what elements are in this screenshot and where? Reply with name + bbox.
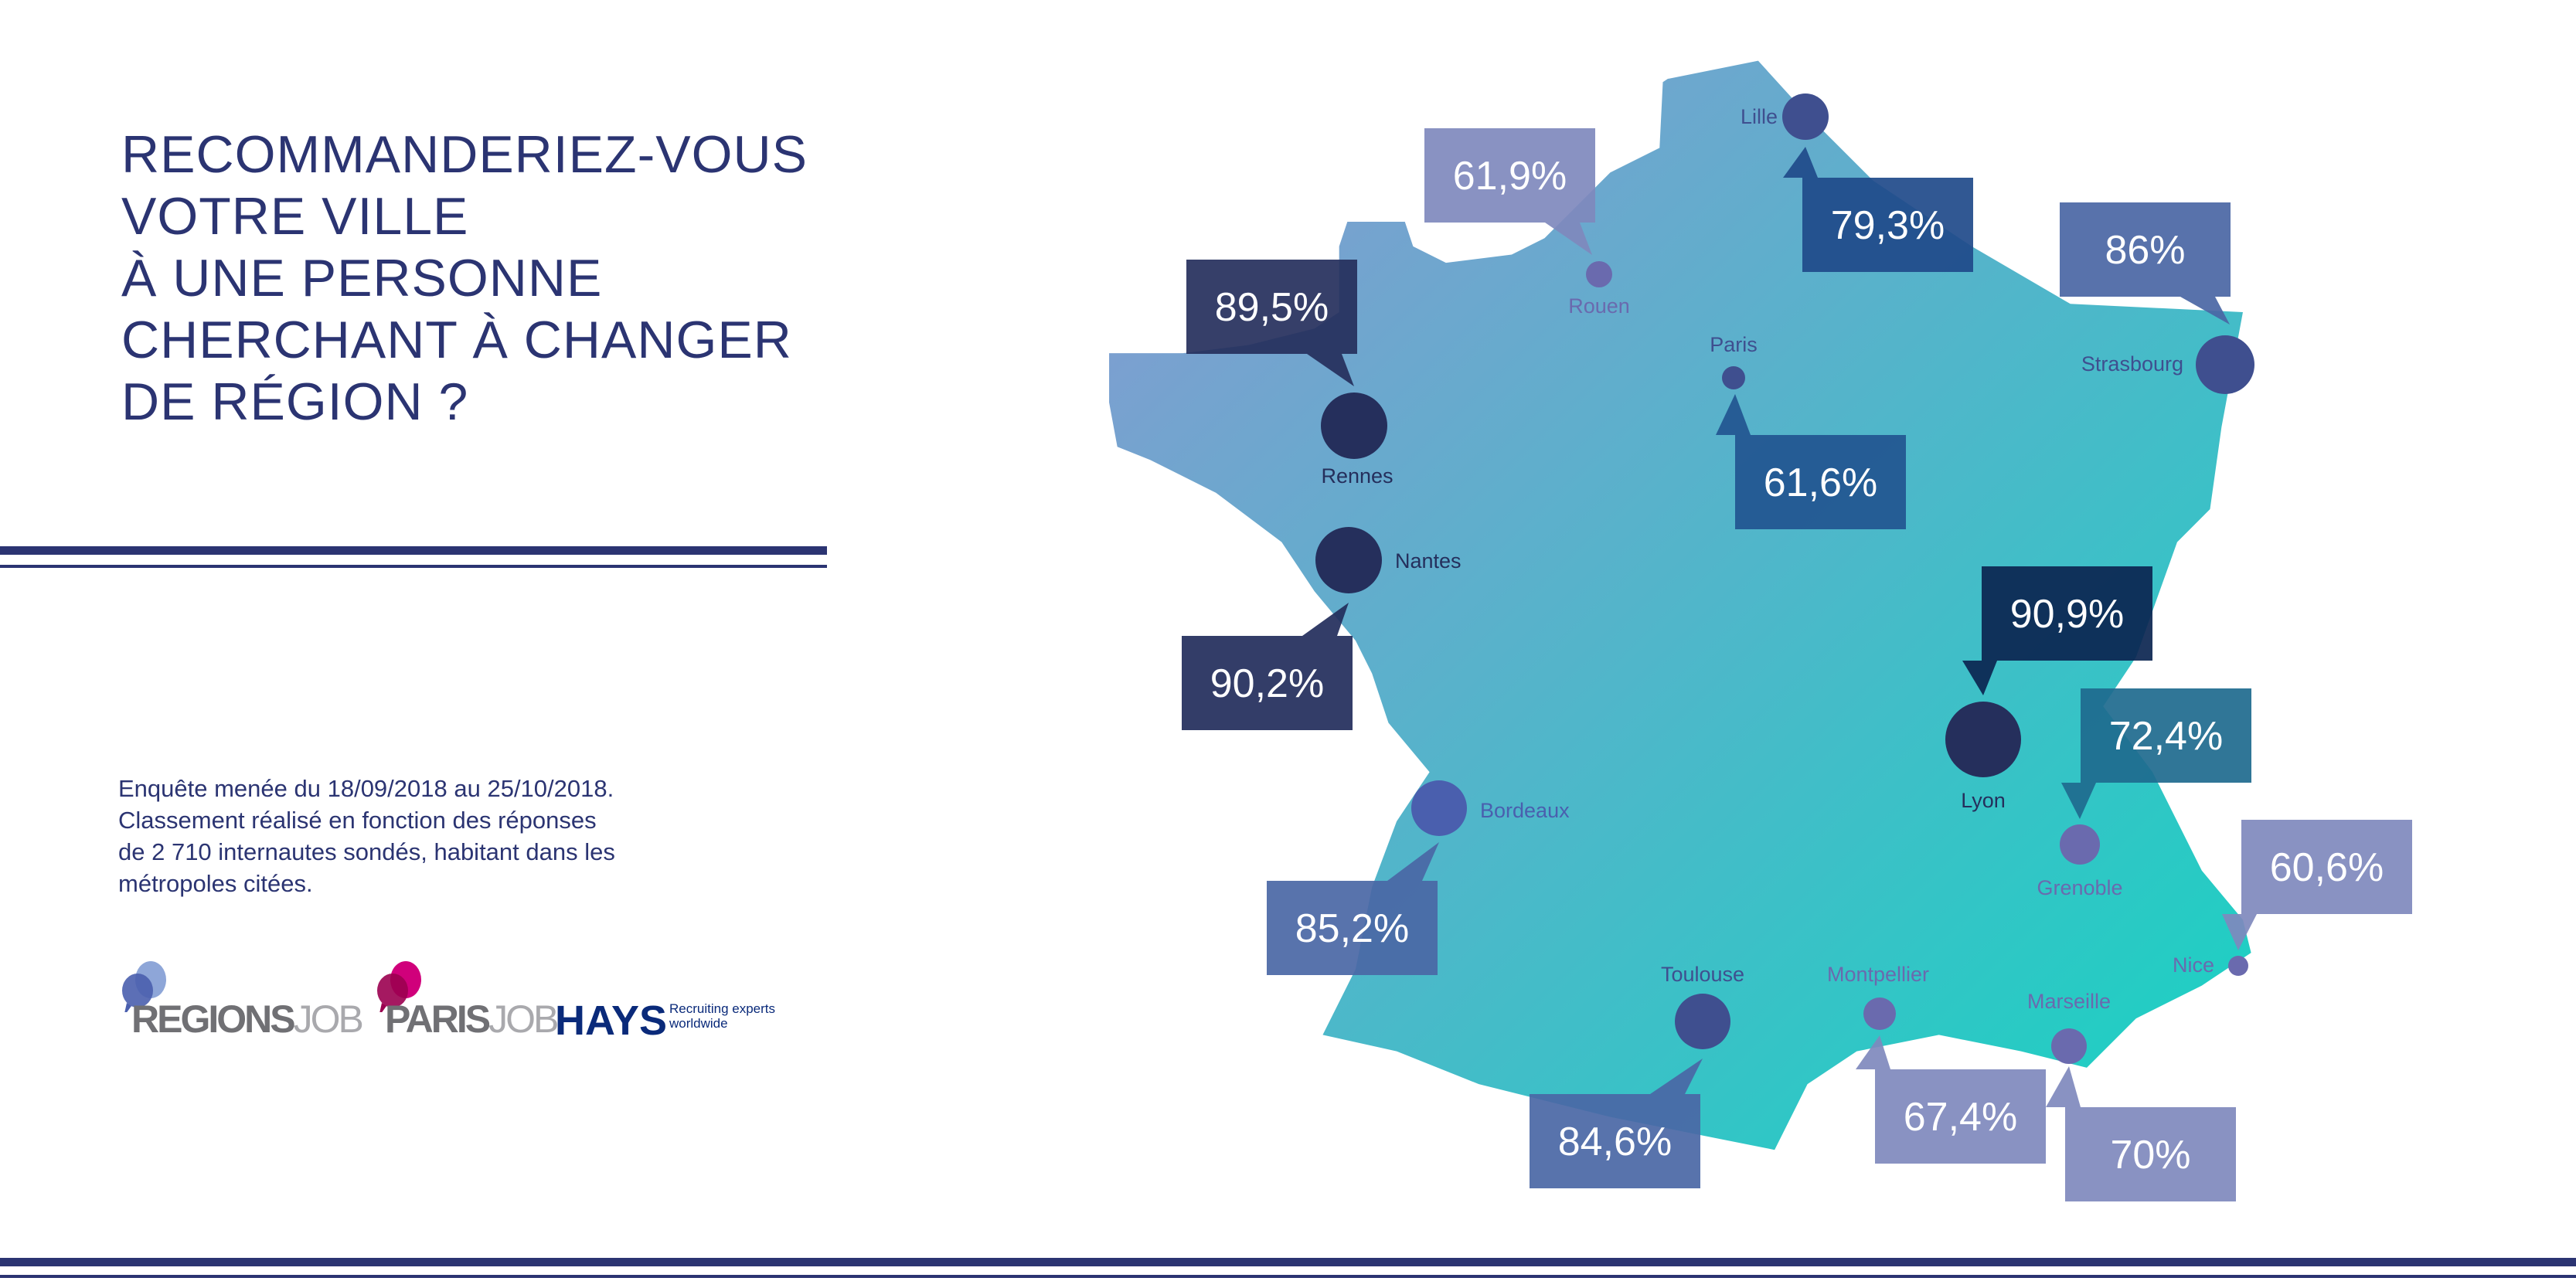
city-label-rennes: Rennes (1321, 464, 1393, 488)
page-title: RECOMMANDERIEZ-VOUS VOTRE VILLE À UNE PE… (121, 124, 808, 433)
value-label-nice: 60,6% (2270, 845, 2384, 890)
callout-box-lille (1802, 178, 1973, 272)
parisjob-logo: PARISJOB (385, 997, 559, 1042)
title-line: RECOMMANDERIEZ-VOUS (121, 125, 808, 184)
value-label-rennes: 89,5% (1215, 285, 1329, 330)
value-label-lille: 79,3% (1831, 203, 1945, 248)
hays-logo: HAYS (555, 997, 668, 1044)
value-label-montpellier: 67,4% (1904, 1095, 2017, 1140)
city-label-nice: Nice (2173, 953, 2214, 977)
city-dot-strasbourg (2196, 335, 2254, 394)
callout-tail-grenoble (2061, 783, 2096, 819)
regionsjob-part1: REGIONS (131, 997, 296, 1041)
title-line: VOTRE VILLE (121, 187, 469, 246)
callout-box-montpellier (1875, 1069, 2046, 1164)
callout-box-nice (2241, 820, 2412, 914)
footer-divider-thin (0, 1275, 2576, 1278)
value-label-rouen: 61,9% (1453, 154, 1567, 199)
city-dot-lyon (1945, 702, 2021, 777)
callout-tail-toulouse (1650, 1059, 1703, 1094)
value-label-toulouse: 84,6% (1558, 1120, 1672, 1164)
regionsjob-logo: REGIONSJOB (131, 997, 364, 1042)
city-dot-grenoble (2060, 824, 2100, 865)
callout-tail-paris (1716, 394, 1751, 435)
callout-tail-montpellier (1856, 1035, 1890, 1069)
city-dot-rouen (1586, 261, 1612, 287)
title-line: À UNE PERSONNE (121, 249, 603, 308)
parisjob-bubbles-icon (377, 961, 421, 1012)
callout-box-paris (1735, 435, 1906, 529)
city-label-nantes: Nantes (1395, 549, 1462, 573)
city-dot-rennes (1321, 393, 1387, 459)
title-line: DE RÉGION ? (121, 372, 469, 431)
title-line: CHERCHANT À CHANGER (121, 311, 792, 369)
callout-tail-rouen (1545, 223, 1592, 255)
note-line: Classement réalisé en fonction des répon… (118, 807, 597, 834)
city-dot-bordeaux (1411, 780, 1467, 836)
callout-box-rennes (1186, 260, 1357, 354)
city-label-strasbourg: Strasbourg (2081, 352, 2183, 376)
callout-box-nantes (1182, 636, 1353, 730)
hays-tagline: Recruiting experts worldwide (669, 1001, 775, 1031)
city-dot-lille (1782, 93, 1829, 140)
city-dot-marseille (2051, 1028, 2087, 1064)
city-label-montpellier: Montpellier (1827, 963, 1929, 986)
hays-tagline-2: worldwide (669, 1016, 728, 1031)
value-label-paris: 61,6% (1764, 460, 1877, 505)
callout-box-marseille (2065, 1107, 2236, 1201)
city-label-lyon: Lyon (1961, 789, 2006, 812)
footer-divider-thick (0, 1258, 2576, 1266)
callout-box-bordeaux (1267, 881, 1438, 975)
parisjob-part1: PARIS (385, 997, 491, 1041)
value-label-marseille: 70% (2110, 1133, 2190, 1178)
callout-tail-lille (1783, 147, 1818, 178)
hays-tagline-1: Recruiting experts (669, 1001, 776, 1016)
title-divider-thick (0, 546, 827, 555)
note-line: Enquête menée du 18/09/2018 au 25/10/201… (118, 775, 614, 802)
city-dot-nantes (1315, 527, 1382, 593)
callout-box-rouen (1424, 128, 1595, 223)
regionsjob-part2: JOB (293, 997, 364, 1041)
callout-tail-nantes (1302, 603, 1349, 636)
survey-note: Enquête menée du 18/09/2018 au 25/10/201… (118, 773, 615, 899)
value-label-strasbourg: 86% (2105, 228, 2185, 273)
callout-tail-nice (2222, 914, 2257, 950)
callout-box-toulouse (1530, 1094, 1700, 1188)
callout-tail-rennes (1307, 354, 1354, 386)
callout-tail-lyon (1962, 661, 1997, 695)
callout-tail-strasbourg (2180, 297, 2230, 325)
city-dot-nice (2228, 956, 2248, 976)
callout-box-grenoble (2081, 688, 2251, 783)
city-label-bordeaux: Bordeaux (1480, 799, 1570, 822)
callout-box-strasbourg (2060, 202, 2231, 297)
callout-tail-marseille (2046, 1066, 2081, 1107)
parisjob-part2: JOB (488, 997, 559, 1041)
value-label-grenoble: 72,4% (2109, 714, 2223, 759)
callout-tail-bordeaux (1387, 842, 1439, 881)
value-label-nantes: 90,2% (1210, 661, 1324, 706)
city-label-marseille: Marseille (2027, 990, 2111, 1013)
title-divider-thin (0, 565, 827, 568)
note-line: métropoles citées. (118, 870, 313, 897)
city-dot-montpellier (1863, 997, 1896, 1030)
city-label-lille: Lille (1741, 105, 1778, 128)
regionsjob-bubbles-icon (122, 961, 166, 1012)
city-dot-toulouse (1675, 994, 1730, 1049)
value-label-lyon: 90,9% (2010, 592, 2124, 637)
partner-logos: REGIONSJOB PARISJOB HAYS Recruiting expe… (116, 958, 812, 1044)
city-label-toulouse: Toulouse (1661, 963, 1744, 986)
city-label-grenoble: Grenoble (2037, 876, 2122, 899)
city-label-paris: Paris (1710, 333, 1758, 356)
value-label-bordeaux: 85,2% (1295, 906, 1409, 951)
note-line: de 2 710 internautes sondés, habitant da… (118, 838, 615, 865)
city-label-rouen: Rouen (1568, 294, 1630, 318)
callout-box-lyon (1982, 566, 2152, 661)
city-dot-paris (1722, 366, 1745, 389)
